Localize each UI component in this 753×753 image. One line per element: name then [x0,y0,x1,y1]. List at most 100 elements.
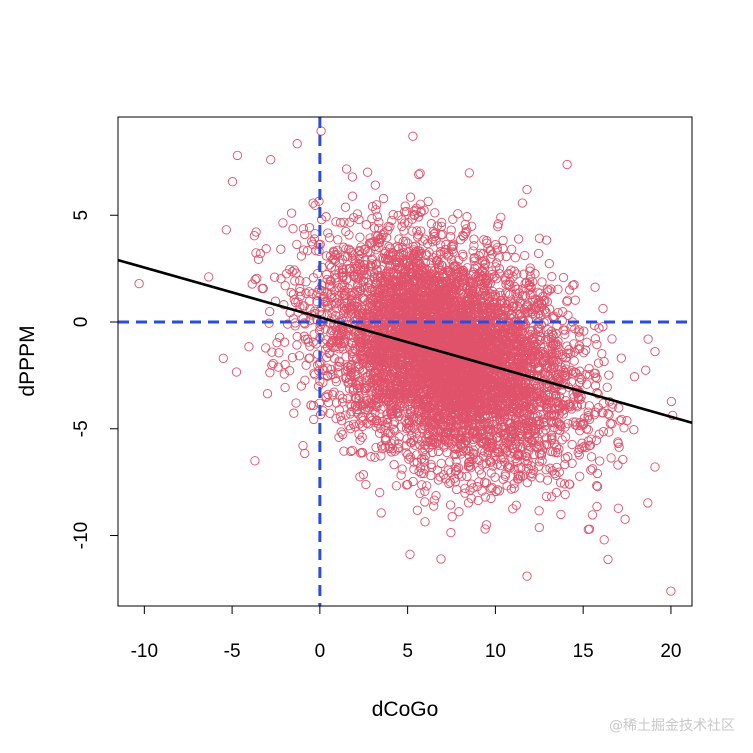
data-point [355,283,365,293]
data-point [486,483,496,494]
data-point [323,303,333,313]
data-point [466,493,476,503]
data-point [554,444,564,454]
data-point [290,321,300,331]
data-point [475,275,486,285]
data-point [345,423,356,434]
data-point [331,250,341,261]
data-point [295,283,305,294]
data-point [510,253,520,263]
data-point [480,447,490,457]
data-point [389,267,399,277]
data-point [605,418,615,429]
data-point [490,472,500,482]
data-point [344,343,355,353]
data-point [614,403,624,413]
data-point [486,493,496,504]
data-point [279,337,290,347]
data-point [393,444,403,454]
data-point [509,483,519,493]
data-point [358,411,368,422]
data-point [553,448,563,458]
data-point [407,214,417,224]
data-point [560,422,570,432]
data-point [513,234,524,244]
data-point [335,218,346,228]
data-point [326,262,337,272]
data-point [378,230,388,240]
data-point [298,224,309,234]
data-point [444,478,454,489]
data-point [524,306,534,316]
data-point [331,217,341,227]
data-point [584,524,595,534]
data-point [321,391,331,401]
data-point [575,426,585,436]
data-point [346,446,356,457]
data-point [594,429,604,439]
data-point [415,168,425,178]
data-point [525,266,535,276]
data-point [592,501,602,512]
data-point [354,390,364,401]
data-point [574,343,585,354]
data-point [371,442,381,453]
data-point [344,230,354,240]
data-point [426,219,437,229]
data-point [579,326,589,336]
data-point [262,389,273,399]
data-point [408,435,419,446]
data-point [284,366,295,376]
data-point [273,362,283,372]
data-point [666,396,677,407]
data-point [500,469,510,479]
data-point [405,549,415,559]
data-point [367,201,378,212]
data-point [564,344,574,355]
data-point [395,356,405,366]
data-point [347,298,357,308]
data-point [457,281,467,291]
data-point [304,222,315,233]
data-point [559,401,569,411]
data-point [352,404,362,415]
data-point [492,243,502,253]
data-point [298,245,309,255]
data-point [354,336,365,347]
data-point [268,358,278,369]
data-point [325,408,335,418]
data-point [344,307,354,317]
data-point [274,332,285,342]
data-point [298,441,308,451]
data-point [514,420,524,430]
data-point [461,378,472,388]
data-point [352,209,363,219]
data-point [606,453,616,463]
data-point [429,495,439,505]
data-point [357,421,368,431]
data-point [556,509,566,520]
data-point [366,238,376,248]
data-point [564,285,575,295]
data-point [380,307,390,317]
data-point [376,451,386,461]
data-point [500,471,510,481]
data-point [257,283,267,294]
data-point [301,360,311,370]
data-point [537,456,547,466]
data-point [593,358,604,368]
data-point [603,554,613,565]
data-point [453,209,463,219]
data-point [347,337,357,348]
data-point [541,465,551,475]
data-point [370,180,380,190]
data-point [294,351,305,361]
data-point [335,390,345,400]
data-point [370,334,381,345]
data-point [324,233,335,243]
data-point [432,465,443,475]
data-point [334,405,344,415]
data-point [597,349,607,359]
data-point [274,348,284,358]
data-point [498,474,508,484]
